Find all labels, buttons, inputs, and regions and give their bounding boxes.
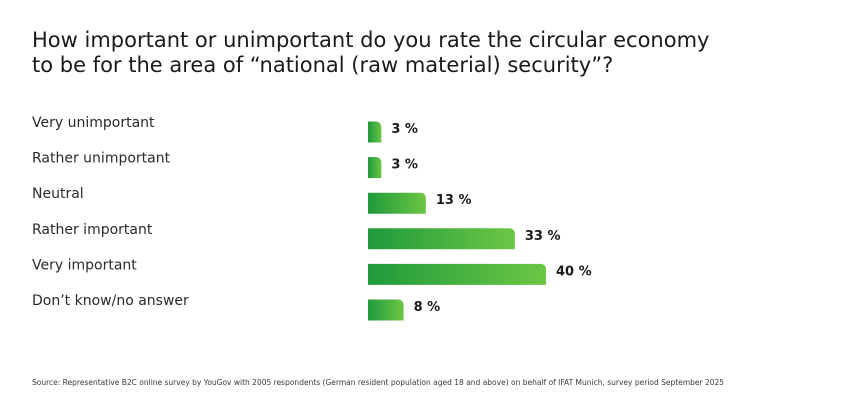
source-note: Source: Representative B2C online survey… <box>32 378 725 387</box>
value-label-don-t-know-no-answer: 8 % <box>414 300 441 315</box>
bar-neutral <box>368 192 426 214</box>
bar-very-unimportant <box>368 121 382 143</box>
bar-rather-important <box>368 228 515 250</box>
value-label-rather-important: 33 % <box>525 229 561 244</box>
value-label-very-important: 40 % <box>556 264 592 279</box>
category-label-rather-important: Rather important <box>32 222 153 238</box>
value-label-neutral: 13 % <box>436 193 472 208</box>
bar-very-important <box>368 263 546 285</box>
value-label-very-unimportant: 3 % <box>391 122 418 137</box>
bar-chart: Very unimportant 3 % Rather unimportant 3 %… <box>32 115 592 321</box>
chart-title-line-1: How important or unimportant do you rate… <box>32 28 710 52</box>
category-label-very-unimportant: Very unimportant <box>32 115 155 131</box>
bar-group: Very unimportant 3 % Rather unimportant 3 %… <box>32 115 592 321</box>
category-label-rather-unimportant: Rather unimportant <box>32 151 171 167</box>
category-label-don-t-know-no-answer: Don’t know/no answer <box>32 293 189 309</box>
value-label-rather-unimportant: 3 % <box>391 158 418 173</box>
category-label-very-important: Very important <box>32 257 137 273</box>
bar-rather-unimportant <box>368 157 382 179</box>
bar-don-t-know-no-answer <box>368 299 404 321</box>
chart-title-line-2: to be for the area of “national (raw mat… <box>32 53 614 77</box>
category-label-neutral: Neutral <box>32 186 84 202</box>
chart-title: How important or unimportant do you rate… <box>32 28 812 78</box>
